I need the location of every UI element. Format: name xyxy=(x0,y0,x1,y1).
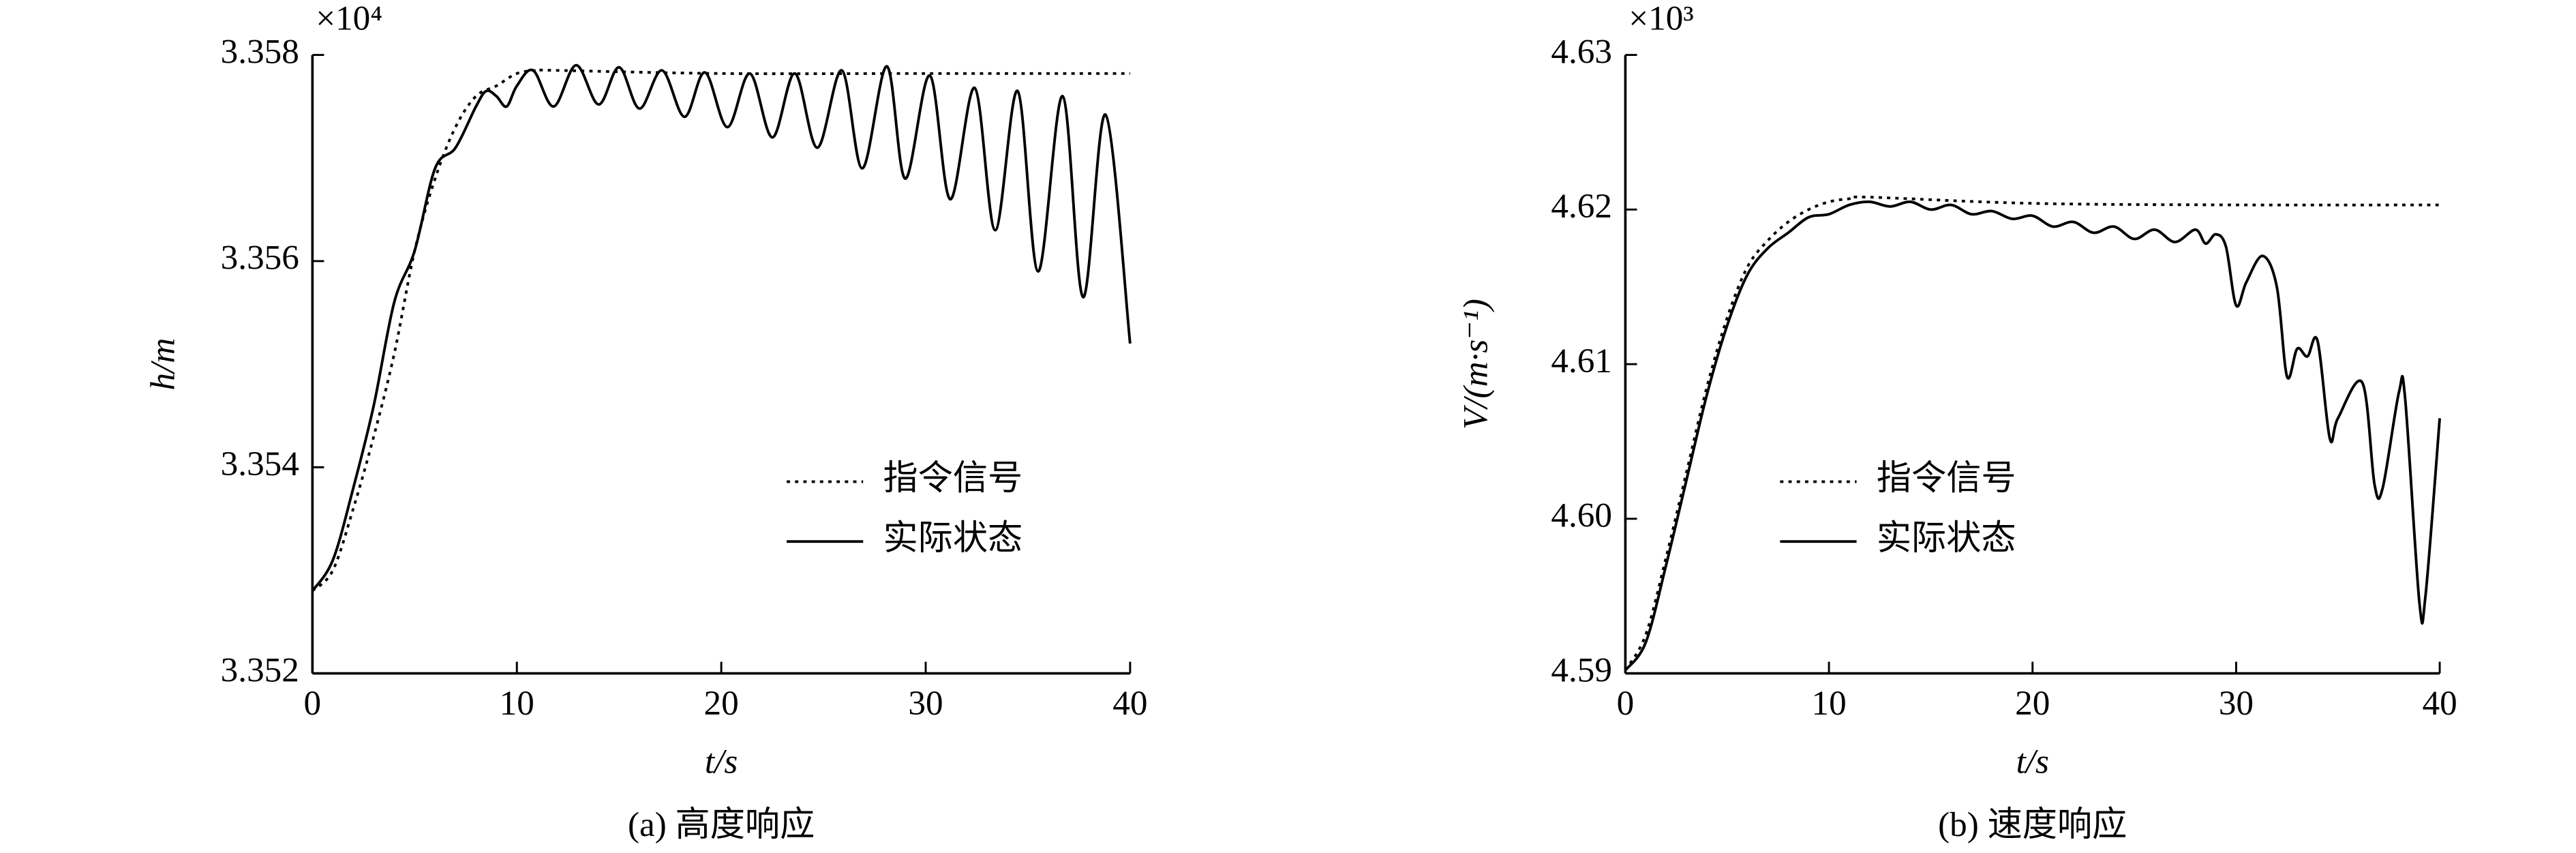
series-line xyxy=(311,63,1132,592)
y-axis-label: V/(m·s⁻¹) xyxy=(1457,299,1496,430)
y-tick-label: 4.60 xyxy=(1551,496,1612,535)
y-multiplier: ×10⁴ xyxy=(316,0,382,38)
x-tick-label: 10 xyxy=(500,684,534,723)
x-tick-label: 10 xyxy=(1811,684,1846,723)
series-line xyxy=(1624,195,2440,672)
y-multiplier: ×10³ xyxy=(1628,0,1693,38)
y-tick-label: 3.352 xyxy=(221,650,299,689)
y-tick-label: 4.61 xyxy=(1551,342,1612,380)
x-axis-label: t/s xyxy=(2016,742,2049,781)
x-tick-label: 30 xyxy=(908,684,943,723)
x-tick-label: 30 xyxy=(2219,684,2254,723)
x-tick-label: 0 xyxy=(304,684,322,723)
series-line xyxy=(1624,200,2442,672)
y-tick-label: 3.356 xyxy=(221,239,299,278)
y-tick-label: 4.62 xyxy=(1551,187,1612,226)
x-tick-label: 40 xyxy=(1112,684,1147,723)
x-tick-label: 20 xyxy=(704,684,739,723)
x-axis-label: t/s xyxy=(705,742,738,781)
legend-label: 指令信号 xyxy=(883,459,1022,498)
x-tick-label: 40 xyxy=(2422,684,2457,723)
caption: (a) 高度响应 xyxy=(628,805,815,844)
x-tick-label: 0 xyxy=(1617,684,1635,723)
y-axis-label: h/m xyxy=(144,338,183,391)
legend-label: 指令信号 xyxy=(1877,459,2016,498)
y-tick-label: 3.358 xyxy=(221,32,299,71)
y-tick-label: 3.354 xyxy=(221,445,299,483)
legend-label: 实际状态 xyxy=(883,519,1022,558)
x-tick-label: 20 xyxy=(2015,684,2050,723)
legend-label: 实际状态 xyxy=(1877,519,2016,558)
y-tick-label: 4.63 xyxy=(1551,32,1612,71)
y-tick-label: 4.59 xyxy=(1551,650,1612,689)
caption: (b) 速度响应 xyxy=(1938,805,2127,844)
